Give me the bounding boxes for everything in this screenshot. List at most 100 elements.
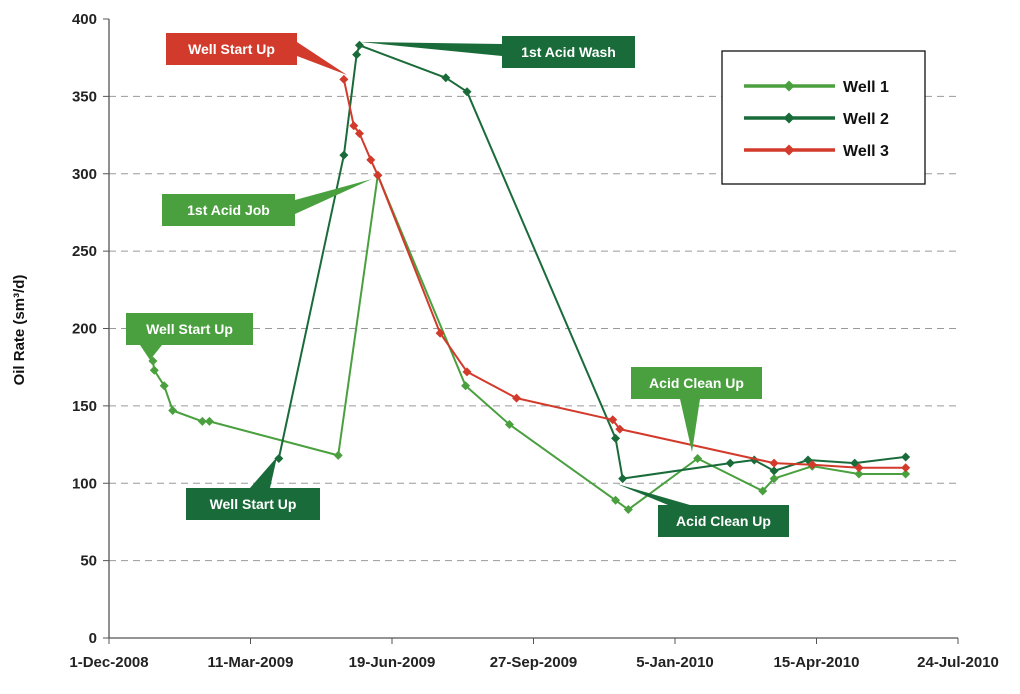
legend-swatch-marker bbox=[783, 80, 795, 92]
legend-item: Well 2 bbox=[744, 111, 889, 128]
x-tick-label: 1-Dec-2008 bbox=[69, 654, 148, 671]
callout-pointer bbox=[250, 457, 277, 488]
data-point bbox=[462, 367, 472, 377]
data-point bbox=[352, 50, 362, 60]
data-point bbox=[725, 458, 735, 468]
data-point bbox=[807, 460, 817, 470]
y-tick-label: 0 bbox=[89, 630, 97, 647]
data-point bbox=[854, 469, 864, 479]
legend-item: Well 1 bbox=[744, 79, 889, 96]
callout-box bbox=[631, 367, 762, 399]
data-point bbox=[149, 365, 159, 375]
x-tick-label: 11-Mar-2009 bbox=[208, 654, 294, 671]
data-point bbox=[769, 458, 779, 468]
y-tick-label: 400 bbox=[72, 11, 97, 28]
series-well-3 bbox=[339, 74, 911, 473]
callout-box bbox=[126, 313, 253, 345]
legend-item: Well 3 bbox=[744, 143, 889, 160]
callout: 1st Acid Job bbox=[162, 179, 372, 226]
callout-pointer bbox=[297, 42, 347, 75]
data-point bbox=[615, 424, 625, 434]
legend-label: Well 1 bbox=[843, 79, 889, 96]
callout-box bbox=[166, 33, 297, 65]
data-point bbox=[854, 463, 864, 473]
legend-label: Well 2 bbox=[843, 111, 889, 128]
data-point bbox=[366, 155, 376, 165]
data-point bbox=[197, 416, 207, 426]
y-tick-label: 350 bbox=[72, 88, 97, 105]
series-group bbox=[148, 40, 911, 515]
data-point bbox=[333, 450, 343, 460]
legend-swatch-marker bbox=[783, 112, 795, 124]
y-tick-label: 300 bbox=[72, 166, 97, 183]
gridlines bbox=[109, 95, 958, 562]
callout-label: Acid Clean Up bbox=[649, 375, 744, 391]
data-point bbox=[693, 453, 703, 463]
x-tick-label: 24-Jul-2010 bbox=[917, 654, 999, 671]
x-tick-label: 5-Jan-2010 bbox=[636, 654, 714, 671]
y-tick-label: 150 bbox=[72, 398, 97, 415]
callout-pointer bbox=[140, 345, 162, 360]
callout-label: Well Start Up bbox=[188, 41, 275, 57]
callout-label: Well Start Up bbox=[210, 496, 297, 512]
callout-pointer bbox=[617, 484, 690, 505]
callout-label: 1st Acid Wash bbox=[521, 44, 616, 60]
callout-pointer bbox=[295, 179, 372, 214]
data-point bbox=[354, 129, 364, 139]
callout-box bbox=[162, 194, 295, 226]
callout: 1st Acid Wash bbox=[360, 36, 635, 68]
data-point bbox=[758, 486, 768, 496]
data-point bbox=[461, 381, 471, 391]
data-point bbox=[504, 419, 514, 429]
x-axis-ticks: 1-Dec-2008 11-Mar-2009 19-Jun-2009 27-Sep-2… bbox=[69, 638, 999, 671]
callout-box bbox=[502, 36, 635, 68]
y-tick-label: 250 bbox=[72, 243, 97, 260]
series-line bbox=[151, 174, 906, 511]
data-point bbox=[512, 393, 522, 403]
data-point bbox=[373, 170, 383, 180]
y-tick-label: 200 bbox=[72, 321, 97, 338]
data-point bbox=[441, 73, 451, 83]
callout: Acid Clean Up bbox=[617, 484, 789, 537]
legend: Well 1 Well 2 Well 3 bbox=[721, 50, 926, 185]
y-tick-label: 100 bbox=[72, 475, 97, 492]
callout: Well Start Up bbox=[126, 313, 253, 360]
data-point bbox=[462, 87, 472, 97]
callout-box bbox=[186, 488, 320, 520]
callout-label: 1st Acid Job bbox=[187, 202, 270, 218]
data-point bbox=[901, 463, 911, 473]
callout-pointer bbox=[360, 42, 502, 56]
data-point bbox=[435, 328, 445, 338]
legend-label: Well 3 bbox=[843, 143, 889, 160]
legend-swatch-marker bbox=[783, 144, 795, 156]
data-point bbox=[339, 150, 349, 160]
data-point bbox=[769, 474, 779, 484]
series-line bbox=[342, 79, 906, 469]
data-point bbox=[339, 74, 349, 84]
data-point bbox=[354, 40, 364, 50]
x-tick-label: 19-Jun-2009 bbox=[349, 654, 436, 671]
data-point bbox=[901, 469, 911, 479]
data-point bbox=[168, 406, 178, 416]
callout-pointer bbox=[680, 399, 700, 452]
data-point bbox=[611, 495, 621, 505]
series-well-2 bbox=[274, 40, 911, 484]
data-point bbox=[159, 381, 169, 391]
data-point bbox=[618, 474, 628, 484]
data-point bbox=[608, 415, 618, 425]
data-point bbox=[204, 416, 214, 426]
callouts: Well Start Up 1st Acid Wash 1st Acid Job We… bbox=[126, 33, 789, 537]
callout-label: Well Start Up bbox=[146, 321, 233, 337]
data-point bbox=[349, 121, 359, 131]
callout: Well Start Up bbox=[186, 457, 320, 520]
data-point bbox=[901, 452, 911, 462]
y-tick-label: 50 bbox=[80, 553, 97, 570]
data-point bbox=[274, 453, 284, 463]
data-point bbox=[611, 433, 621, 443]
callout: Well Start Up bbox=[166, 33, 347, 75]
callout: Acid Clean Up bbox=[631, 367, 762, 452]
y-axis-ticks: 0 50 100 150 200 250 300 350 400 bbox=[72, 11, 109, 647]
data-point bbox=[769, 466, 779, 476]
y-axis-title: Oil Rate (sm³/d) bbox=[11, 275, 28, 386]
